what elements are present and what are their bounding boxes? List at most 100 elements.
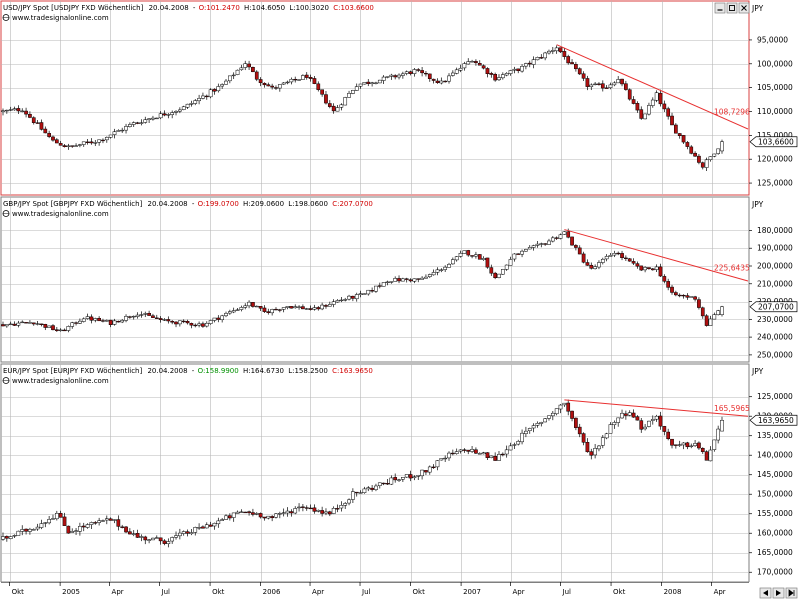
usdjpy-trendline[interactable] [556,44,749,130]
usdjpy-candle-up [497,77,501,81]
gbpjpy-candle [262,305,267,314]
gbpjpy-candle-down [677,294,682,297]
usdjpy-trendline-value: 108,7296 [714,108,750,117]
scroll-left-button[interactable] [759,587,772,599]
gbpjpy-candle [647,267,651,270]
eurjpy-trendline[interactable] [564,399,749,417]
close-icon [741,5,747,11]
eurjpy-trendline-group[interactable]: 165,5965 [564,399,750,417]
gbpjpy-panel[interactable]: 225,6435 250,0000240,0000230,0000220,000… [0,196,798,363]
eurjpy-candle [181,530,186,536]
eurjpy-candle [639,418,644,433]
eurjpy-candle-up [708,449,713,462]
usdjpy-candle-down [700,162,705,168]
eurjpy-candle-up [212,522,217,527]
usdjpy-candles [1,45,724,172]
usdjpy-candle [458,64,463,73]
eurjpy-candle-up [439,458,444,461]
usdjpy-last-price-label: 103,6600 [758,137,794,146]
close-button[interactable] [738,2,750,14]
gbpjpy-candle [131,315,136,320]
gbpjpy-candle [527,245,532,250]
usdjpy-candle-down [570,62,574,65]
gbpjpy-candle-down [151,315,155,318]
eurjpy-candle-up [627,412,632,416]
eurjpy-candle-down [66,525,71,534]
scroll-right-button[interactable] [772,587,785,599]
maximize-button[interactable] [726,2,738,14]
eurjpy-candle-up [643,426,647,430]
usdjpy-candle-up [93,142,98,144]
usdjpy-candle [147,118,151,123]
gbpjpy-candle-up [393,278,398,282]
eurjpy-candle [104,515,109,525]
gbpjpy-candle-down [577,247,582,255]
gbpjpy-candle-down [316,307,321,310]
gbpjpy-candle [151,313,155,318]
eurjpy-candle [235,510,240,514]
usdjpy-candle [424,71,428,77]
usdjpy-candle-down [312,78,317,84]
gbpjpy-candle [270,308,274,316]
usdjpy-candle-up [66,145,71,148]
eurjpy-candle-down [262,516,267,519]
usdjpy-candle [12,106,17,111]
gbpjpy-candle [154,314,159,320]
scroll-end-button[interactable] [785,587,798,599]
gbpjpy-y-tick-label: 190,0000 [757,244,793,253]
gbpjpy-candle [366,289,371,296]
usdjpy-candle [589,83,594,91]
gbpjpy-candle-down [116,320,121,323]
usdjpy-candle-down [493,73,497,81]
eurjpy-candle [204,522,209,529]
usdjpy-candle-down [481,65,486,69]
eurjpy-header-line: EUR/JPY Spot [EURJPY FXD Wöchentlich] 20… [3,367,373,375]
gbpjpy-candle-down [662,276,667,282]
eurjpy-high: H:164.6730 [243,367,284,375]
gbpjpy-candle-up [508,259,513,266]
gbpjpy-candle-up [235,309,240,311]
usdjpy-candle-down [320,89,324,95]
usdjpy-candle-up [281,82,286,85]
usdjpy-candle [624,80,628,91]
eurjpy-candle [481,451,486,455]
minimize-button-face[interactable] [714,2,726,14]
gbpjpy-candle-up [381,282,386,287]
eurjpy-candle-up [97,520,101,523]
eurjpy-candle-up [104,518,109,521]
usdjpy-panel[interactable]: 108,7296 125,0000 120,0000 115,0000 110,000… [0,0,798,196]
gbpjpy-candle [89,314,94,324]
usdjpy-candle-up [404,71,409,74]
usdjpy-y-tick-label: 95,0000 [757,35,788,44]
eurjpy-candle [497,451,501,461]
minimize-button[interactable] [714,2,726,14]
gbpjpy-candle [312,304,317,311]
gbpjpy-candle-down [189,323,194,326]
usdjpy-candle-down [685,142,690,147]
gbpjpy-candle-up [327,304,332,307]
usdjpy-candle-up [362,82,367,85]
gbpjpy-candle-up [20,321,25,324]
eurjpy-candle [597,444,601,452]
usdjpy-candle-up [158,113,163,119]
eurjpy-candle-up [28,528,32,532]
gbpjpy-candle [427,273,432,279]
usdjpy-candle-up [231,74,236,77]
eurjpy-candle [574,417,578,431]
usdjpy-candle [650,97,655,108]
gbpjpy-trendline[interactable] [564,229,749,282]
eurjpy-candle-up [197,527,201,529]
gbpjpy-candle [639,265,644,272]
gbpjpy-candle-down [397,278,401,282]
gbpjpy-trendline-group[interactable]: 225,6435 [564,229,750,282]
usdjpy-candle-down [600,83,605,89]
usdjpy-candle [166,113,171,119]
usdjpy-trendline-group[interactable]: 108,7296 [556,44,750,130]
maximize-button-face[interactable] [726,2,738,14]
usdjpy-candle [643,113,647,120]
gbpjpy-candle [266,308,271,315]
eurjpy-candle [385,479,390,486]
eurjpy-panel[interactable]: 165,5965 170,0000 165,0000 160,0000 155,000… [0,363,798,583]
gbpjpy-candle-up [58,329,63,332]
eurjpy-candle [12,534,17,539]
